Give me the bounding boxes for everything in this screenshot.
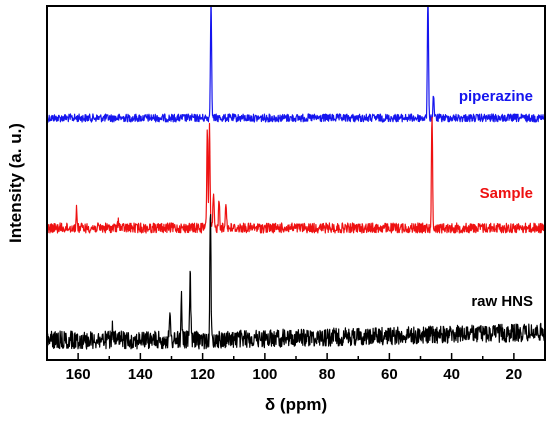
- x-tick-label: 60: [381, 366, 398, 383]
- x-tick-label: 80: [319, 366, 336, 383]
- x-tick-label: 140: [128, 366, 153, 383]
- y-axis-title: Intensity (a. u.): [6, 123, 25, 243]
- series-label-sample: Sample: [480, 185, 533, 202]
- x-tick-label: 100: [252, 366, 277, 383]
- x-tick-label: 20: [506, 366, 523, 383]
- x-tick-label: 160: [66, 366, 91, 383]
- series-line-sample: [47, 116, 545, 234]
- series-label-piperazine: piperazine: [459, 88, 533, 105]
- x-axis: 160 140 120 100 80 60 40 20: [46, 353, 546, 383]
- series-labels: piperazine Sample raw HNS: [459, 88, 533, 310]
- plot-area: piperazine Sample raw HNS: [47, 6, 545, 350]
- series-label-raw-hns: raw HNS: [471, 293, 533, 310]
- plot-frame: [46, 5, 546, 361]
- x-tick-label: 40: [443, 366, 460, 383]
- series-line-raw-hns: [47, 214, 545, 350]
- x-tick-label: 120: [190, 366, 215, 383]
- series-layer: [47, 6, 545, 350]
- series-line-piperazine: [47, 6, 545, 123]
- x-axis-title: δ (ppm): [265, 395, 327, 414]
